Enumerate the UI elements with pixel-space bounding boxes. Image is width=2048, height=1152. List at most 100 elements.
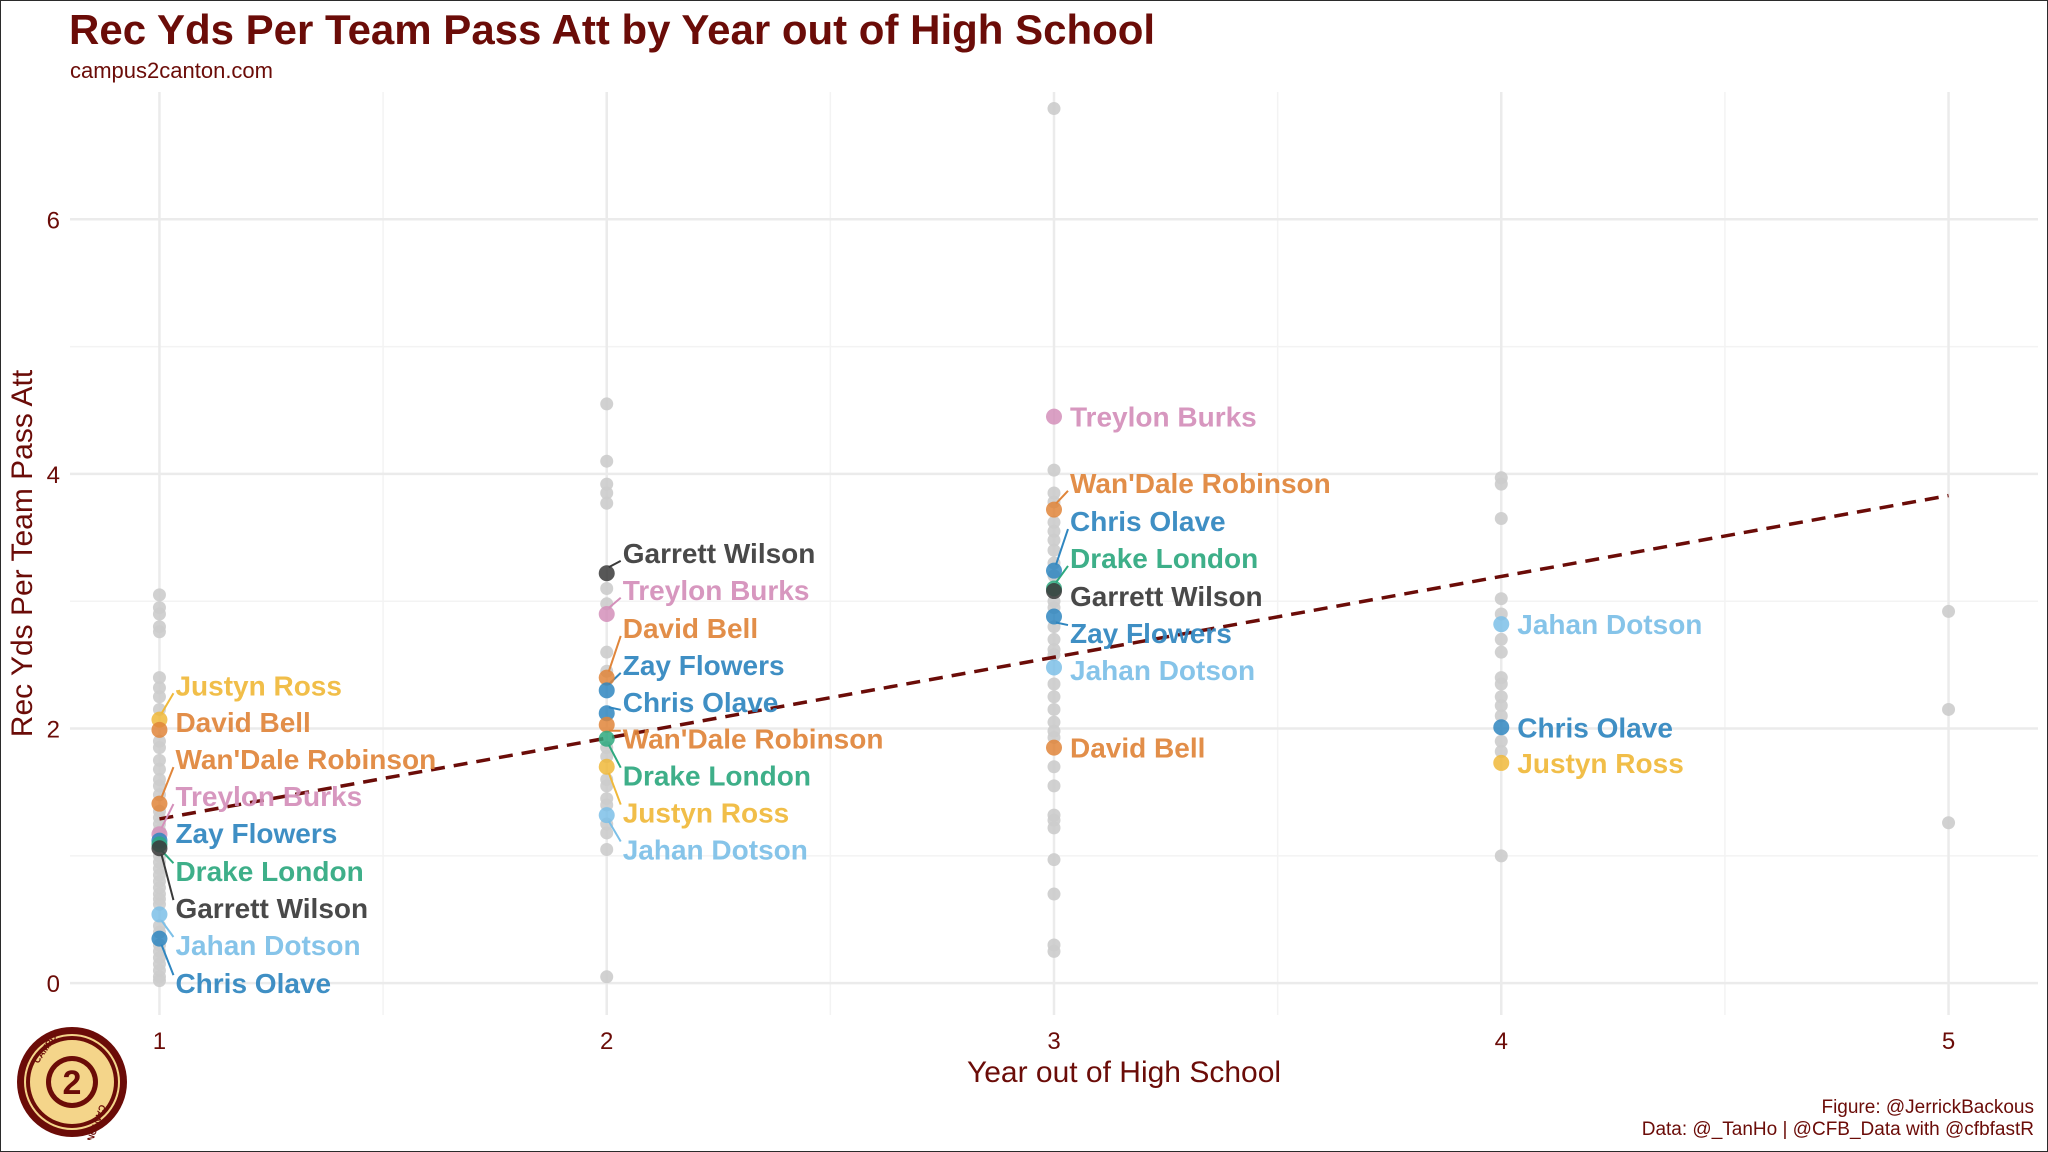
player-label: David Bell	[1070, 733, 1205, 764]
label-leader-line	[160, 692, 175, 715]
other-player-point	[1047, 715, 1061, 729]
other-player-point	[1047, 821, 1061, 835]
label-leader-line	[1055, 528, 1069, 566]
label-leader-line	[608, 559, 622, 569]
other-player-point	[152, 974, 166, 988]
player-point	[1046, 739, 1062, 756]
other-player-point	[1047, 690, 1061, 704]
player-label: Treylon Burks	[175, 781, 362, 812]
campus2canton-logo-icon: 2 CAMPUS CANTON	[17, 1027, 127, 1140]
figure-credit: Figure: @JerrickBackous	[1821, 1097, 2034, 1118]
other-player-point	[1047, 632, 1061, 646]
player-label: Justyn Ross	[175, 670, 341, 701]
x-tick-label: 2	[600, 1028, 613, 1055]
chart-subtitle: campus2canton.com	[70, 58, 273, 83]
other-player-point	[600, 397, 614, 411]
other-player-point	[600, 779, 614, 793]
player-point	[151, 840, 168, 857]
player-label: Wan'Dale Robinson	[623, 724, 884, 755]
x-tick-label: 5	[1942, 1028, 1955, 1055]
player-point	[151, 721, 168, 738]
other-player-point	[1047, 524, 1061, 538]
other-player-point	[600, 454, 614, 468]
player-label: Chris Olave	[623, 687, 779, 718]
player-point	[1493, 754, 1510, 771]
y-tick-label: 0	[47, 971, 60, 998]
other-player-point	[1494, 849, 1508, 863]
other-player-point	[1047, 853, 1061, 867]
other-player-point	[1047, 543, 1061, 557]
logo-number: 2	[63, 1064, 82, 1102]
other-player-point	[152, 741, 166, 755]
other-player-point	[600, 842, 614, 856]
y-tick-label: 4	[47, 462, 60, 489]
label-leader-line	[607, 635, 622, 672]
other-player-point	[1942, 702, 1956, 716]
player-point	[598, 565, 615, 582]
player-label: Garrett Wilson	[623, 538, 816, 569]
trend-line	[159, 493, 1949, 821]
other-player-point	[1047, 677, 1061, 691]
other-player-point	[1494, 734, 1508, 748]
player-point	[598, 807, 615, 824]
player-label: Zay Flowers	[175, 818, 337, 849]
player-point	[151, 795, 168, 812]
player-label: Jahan Dotson	[1517, 609, 1702, 640]
other-player-point	[1494, 645, 1508, 659]
player-point	[598, 730, 615, 747]
player-label: Jahan Dotson	[1070, 655, 1255, 686]
other-player-point	[1047, 702, 1061, 716]
player-point	[598, 705, 615, 722]
label-leader-line	[607, 772, 622, 805]
player-label: Drake London	[1070, 543, 1258, 574]
player-point	[1046, 501, 1062, 518]
other-player-point	[1047, 463, 1061, 477]
other-player-point	[152, 588, 166, 602]
player-point	[598, 716, 615, 733]
highlighted-points	[151, 408, 1510, 947]
trend-line-dashed	[159, 493, 1949, 821]
label-leader-line	[160, 803, 175, 829]
player-point	[1046, 408, 1062, 425]
other-player-point	[600, 826, 614, 840]
player-point	[1046, 562, 1062, 579]
data-credit: Data: @_TanHo | @CFB_Data with @cfbfastR	[1641, 1119, 2034, 1140]
other-player-point	[152, 625, 166, 639]
other-player-point	[1494, 744, 1508, 758]
other-player-point	[1494, 477, 1508, 491]
player-point	[598, 605, 615, 622]
other-player-point	[1494, 592, 1508, 606]
x-tick-label: 4	[1495, 1028, 1508, 1055]
y-axis-title: Rec Yds Per Team Pass Att	[6, 369, 39, 737]
player-label: Wan'Dale Robinson	[1070, 468, 1331, 499]
other-player-point	[1047, 486, 1061, 500]
other-player-point	[152, 690, 166, 704]
player-point	[598, 682, 615, 699]
other-player-point	[1494, 699, 1508, 713]
other-player-point	[600, 496, 614, 510]
other-player-point	[600, 486, 614, 500]
other-player-point	[1047, 944, 1061, 958]
y-tick-label: 6	[47, 207, 60, 234]
player-label: Jahan Dotson	[623, 834, 808, 865]
label-leader-line	[1055, 490, 1069, 505]
other-player-point	[1942, 816, 1956, 830]
player-label: Justyn Ross	[623, 798, 790, 829]
axes: 1 2 3 4 5 0 2 4 6 Year out of High School Rec Yds …	[6, 207, 1955, 1089]
player-label: David Bell	[175, 707, 310, 738]
player-point	[1493, 616, 1510, 633]
label-leader-line	[160, 944, 175, 976]
player-label: Chris Olave	[175, 968, 331, 999]
player-label: Treylon Burks	[1070, 402, 1257, 433]
label-leader-line	[607, 744, 622, 769]
player-label: Justyn Ross	[1517, 748, 1684, 779]
label-leader-line	[160, 766, 175, 799]
other-player-point	[1047, 887, 1061, 901]
other-player-point	[152, 753, 166, 767]
player-point	[1046, 583, 1062, 600]
player-label: Chris Olave	[1517, 712, 1673, 743]
label-leader-line	[607, 820, 622, 843]
player-point	[1046, 659, 1062, 676]
y-tick-label: 2	[47, 717, 60, 744]
